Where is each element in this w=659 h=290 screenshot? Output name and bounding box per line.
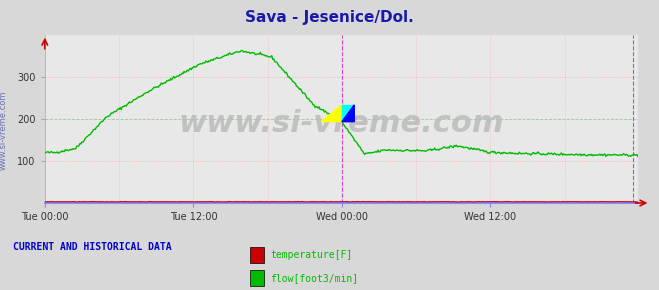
Text: CURRENT AND HISTORICAL DATA: CURRENT AND HISTORICAL DATA xyxy=(13,242,172,251)
Text: temperature[F]: temperature[F] xyxy=(270,250,353,260)
Text: Sava - Jesenice/Dol.: Sava - Jesenice/Dol. xyxy=(245,10,414,25)
Polygon shape xyxy=(321,105,342,122)
Polygon shape xyxy=(342,105,355,122)
Text: flow[foot3/min]: flow[foot3/min] xyxy=(270,273,358,283)
Text: www.si-vreme.com: www.si-vreme.com xyxy=(179,109,504,138)
Text: www.si-vreme.com: www.si-vreme.com xyxy=(0,91,8,170)
Polygon shape xyxy=(342,105,355,122)
